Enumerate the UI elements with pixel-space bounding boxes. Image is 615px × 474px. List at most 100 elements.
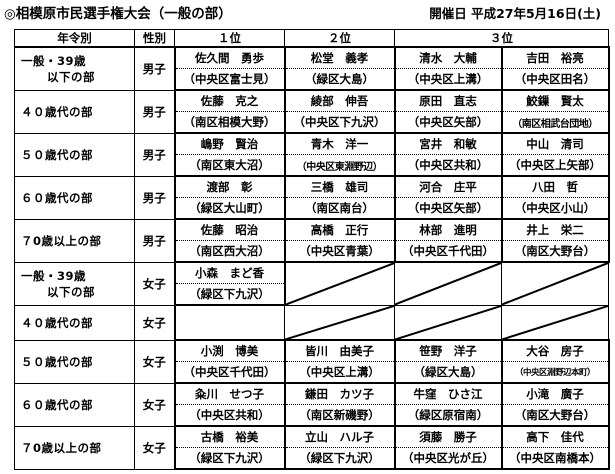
division-area-row: （緑区下九沢） — [15, 283, 609, 306]
category-label: ５０歳代の部 — [21, 147, 93, 162]
division-category: 一般・39歳 以下の部 — [14, 261, 135, 306]
division-sex: 男子 — [134, 132, 176, 177]
division-sex: 女子 — [134, 382, 176, 427]
division-sex: 男子 — [134, 89, 176, 134]
division-category: ４０歳代の部 — [14, 89, 135, 134]
division-name-row: ５０歳代の部 男子 嶋野 賢治 青木 洋一 宮井 和敏 中山 清司 — [14, 132, 610, 177]
place-first-name: 小森 まど香 — [173, 261, 286, 284]
place-third-area: （中央区小山） — [500, 197, 610, 220]
place-second-name: 綾部 伸吾 — [283, 89, 396, 112]
place-third-area: （中央区田名） — [500, 68, 610, 91]
place-first-name: 古橋 裕美 — [173, 425, 286, 448]
place-third-area: （南区大野台） — [500, 240, 610, 263]
place-third-name: 井上 栄二 — [500, 218, 610, 241]
place-second-name: 立山 ハル子 — [283, 425, 396, 448]
place-third-area: （中央区光が丘） — [393, 447, 503, 470]
category-label: ６０歳代の部 — [21, 397, 93, 412]
division-name-row: ５０歳代の部 女子 小渕 博美 皆川 由美子 笹野 洋子 大谷 房子 — [14, 339, 610, 384]
place-second-name: 三橋 雄司 — [283, 175, 396, 198]
place-second-area: （南区南台） — [283, 197, 396, 220]
category-label: ７0歳以上の部 — [21, 233, 102, 248]
place-second-name: 高橋 正行 — [283, 218, 396, 241]
category-label: ５０歳代の部 — [21, 354, 93, 369]
place-first-area: （南区西大沼） — [173, 240, 286, 263]
place-third-name: 八田 哲 — [500, 175, 610, 198]
division-category: ６０歳代の部 — [14, 382, 135, 427]
division-sex: 女子 — [134, 261, 176, 306]
place-first-area: （中央区富士見） — [173, 68, 286, 91]
place-third-name: 林部 進明 — [393, 218, 503, 241]
place-third-name: 清水 大輔 — [393, 46, 503, 69]
division-sex: 女子 — [134, 304, 176, 341]
place-third-area: （中央区矢部） — [393, 111, 503, 134]
place-second-name: 青木 洋一 — [283, 132, 396, 155]
place-third-vacant — [501, 261, 609, 306]
column-header-category: 年令別 — [14, 29, 135, 48]
diagonal-slash-icon — [286, 263, 395, 305]
place-second-name: 皆川 由美子 — [283, 339, 396, 362]
division-category: ６０歳代の部 — [14, 175, 135, 220]
page-header: ◎相模原市民選手権大会（一般の部） 開催日 平成27年5月16日(土) — [4, 2, 611, 26]
place-first-area: （緑区大山町） — [173, 197, 286, 220]
diagonal-slash-icon — [502, 306, 608, 340]
place-first-name: 佐久間 勇歩 — [173, 46, 286, 69]
division-sex: 男子 — [134, 46, 176, 91]
place-first-area: （緑区下九沢） — [173, 447, 286, 470]
place-second-area: （緑区下九沢） — [283, 447, 396, 470]
division-name-row: 一般・39歳 以下の部 女子 小森 まど香 — [14, 261, 609, 306]
diagonal-slash-icon — [502, 263, 608, 305]
place-third-area: （中央区南橋本） — [500, 447, 610, 470]
place-second-vacant — [284, 261, 395, 306]
place-second-area: （緑区大島） — [283, 68, 396, 91]
division-name-row: ４０歳代の部 男子 佐藤 克之 綾部 伸吾 原田 直志 鮫鏁 賢太 — [14, 89, 610, 134]
division-area-row: （南区東大沼） （中央区東淵野辺） （中央区共和） （中央区上矢部） — [15, 154, 610, 177]
division-category: ５０歳代の部 — [14, 132, 135, 177]
place-third-area: （緑区大島） — [393, 361, 503, 384]
division-area-row: （緑区下九沢） （緑区下九沢） （中央区光が丘） （中央区南橋本） — [15, 447, 610, 470]
division-name-row: ６０歳代の部 女子 粂川 せつ子 鎌田 カツ子 牛窪 ひさ江 小滝 廣子 — [14, 382, 610, 427]
place-third-vacant — [394, 261, 502, 306]
place-third-area: （中央区千代田） — [393, 240, 503, 263]
place-third-area: （緑区原宿南） — [393, 404, 503, 427]
place-first-name: 小渕 博美 — [173, 339, 286, 362]
division-category: 一般・39歳 以下の部 — [14, 46, 135, 91]
place-third-name: 中山 清司 — [500, 132, 610, 155]
category-label: ６０歳代の部 — [21, 190, 93, 205]
place-third-area: （南区相武台団地） — [500, 111, 610, 134]
place-second-name: 松堂 義孝 — [283, 46, 396, 69]
place-first-name: 渡部 彰 — [173, 175, 286, 198]
category-label: 一般・39歳 — [21, 53, 87, 68]
category-label: 以下の部 — [47, 284, 95, 299]
category-label: ７0歳以上の部 — [21, 440, 102, 455]
division-sex: 女子 — [134, 425, 176, 470]
place-third-name: 牛窪 ひさ江 — [393, 382, 503, 405]
category-label: ４０歳代の部 — [21, 315, 93, 330]
place-second-name: 鎌田 カツ子 — [283, 382, 396, 405]
place-first-area: （中央区千代田） — [173, 361, 286, 384]
column-header-sex: 性別 — [134, 29, 175, 48]
place-first-area: （南区相模大野） — [173, 111, 286, 134]
place-third-name: 宮井 和敏 — [393, 132, 503, 155]
column-header-first: １位 — [174, 29, 285, 48]
division-sex: 男子 — [134, 175, 176, 220]
place-second-area: （中央区東淵野辺） — [283, 154, 396, 177]
column-header-second: ２位 — [284, 29, 395, 48]
place-first-area: （南区東大沼） — [173, 154, 286, 177]
division-area-row: （南区西大沼） （中央区青葉） （中央区千代田） （南区大野台） — [15, 240, 610, 263]
division-name-row: ７0歳以上の部 男子 佐藤 昭治 高橋 正行 林部 進明 井上 栄二 — [14, 218, 610, 263]
category-label: 一般・39歳 — [21, 268, 87, 283]
division-name-row: 一般・39歳 以下の部 男子 佐久間 勇歩 松堂 義孝 清水 大輔 吉田 裕亮 — [14, 46, 610, 91]
place-third-vacant — [394, 304, 502, 341]
place-second-area: （中央区青葉） — [283, 240, 396, 263]
division-sex: 女子 — [134, 339, 176, 384]
place-third-name: 高下 佳代 — [500, 425, 610, 448]
place-second-area: （中央区下九沢） — [283, 111, 396, 134]
place-third-name: 鮫鏁 賢太 — [500, 89, 610, 112]
page-title: ◎相模原市民選手権大会（一般の部） — [4, 6, 232, 22]
event-date: 開催日 平成27年5月16日(土) — [429, 6, 601, 21]
place-third-area: （中央区共和） — [393, 154, 503, 177]
place-third-vacant — [501, 304, 609, 341]
place-second-area: （南区新磯野） — [283, 404, 396, 427]
place-third-name: 須藤 勝子 — [393, 425, 503, 448]
place-first-area: （緑区下九沢） — [173, 283, 286, 306]
